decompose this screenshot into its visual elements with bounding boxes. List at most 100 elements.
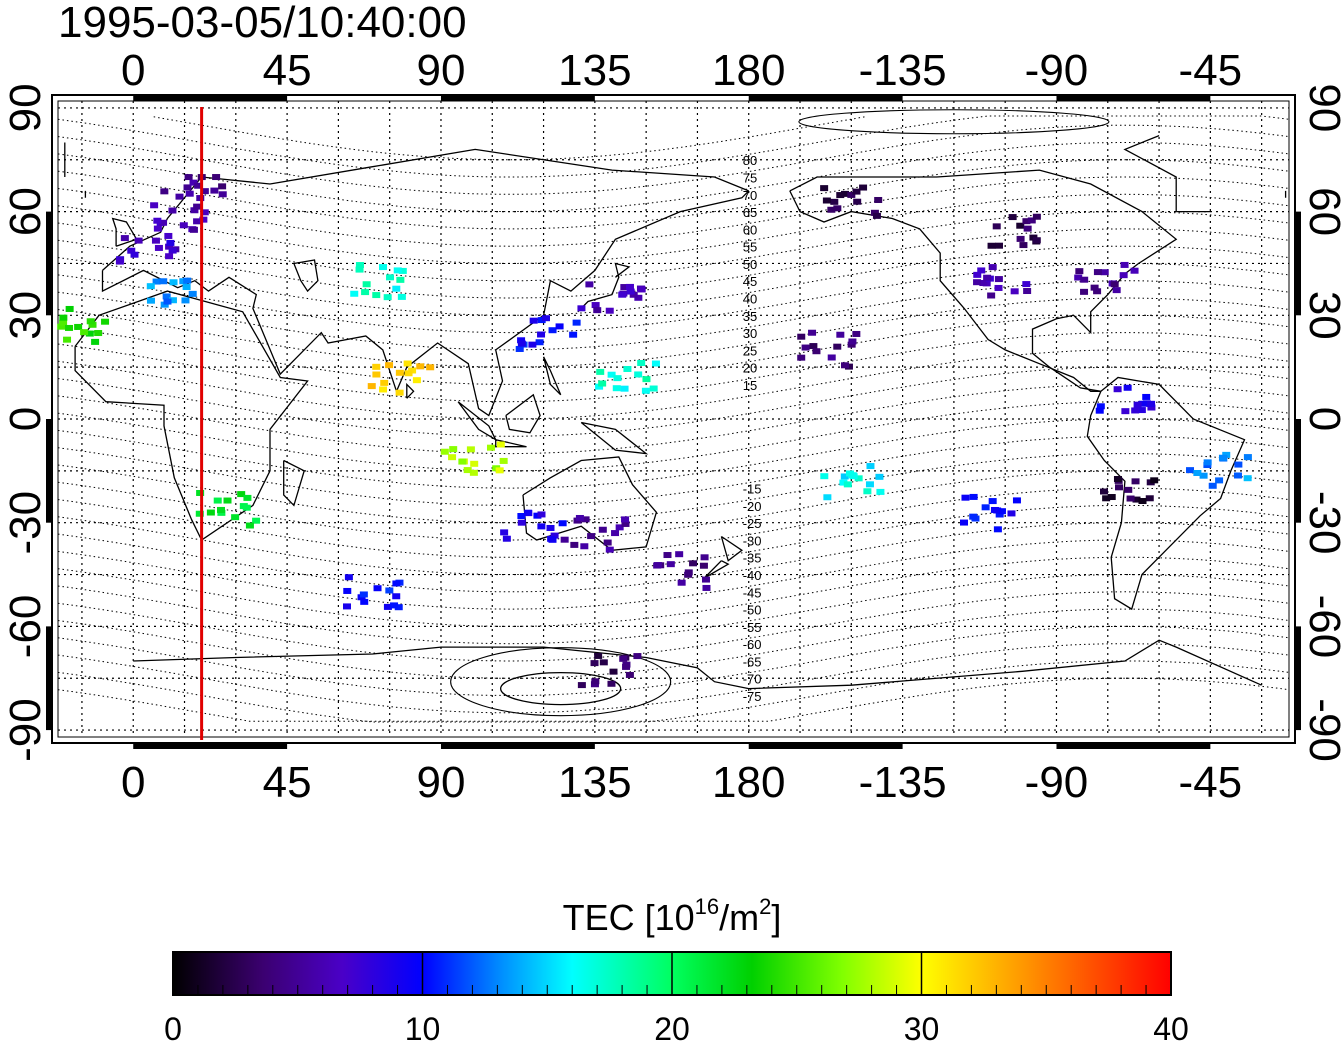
tec-sample — [1147, 404, 1156, 411]
tec-sample — [598, 526, 607, 533]
tec-sample — [1131, 478, 1140, 485]
tec-sample — [193, 203, 202, 210]
south-mag-pole-ring-outer — [450, 647, 672, 717]
tec-sample — [983, 274, 992, 281]
lon-tick-label-bottom: 0 — [121, 758, 145, 807]
tec-sample — [152, 278, 161, 285]
tec-sample — [500, 529, 509, 536]
magnetic-contour — [57, 470, 1290, 541]
tec-sample — [633, 653, 642, 660]
tec-sample — [1102, 495, 1111, 502]
magnetic-contour — [57, 625, 1290, 697]
coastline-path — [703, 560, 730, 579]
tec-sample — [833, 205, 842, 212]
tec-sample — [827, 206, 836, 213]
coastline-path — [102, 148, 749, 271]
tec-sample — [1137, 407, 1146, 414]
tec-sample — [392, 593, 401, 600]
magnetic-contour — [57, 453, 1290, 524]
lon-tick-label-bottom: 180 — [712, 758, 785, 807]
tec-sample — [342, 603, 351, 610]
tec-sample — [812, 348, 821, 355]
tec-sample — [969, 513, 978, 520]
coastline-path — [522, 456, 658, 551]
tec-sample — [689, 560, 698, 567]
tec-sample — [797, 354, 806, 361]
tec-sample — [1113, 386, 1122, 393]
tec-sample — [581, 516, 590, 523]
tec-sample — [863, 488, 872, 495]
tec-sample — [1138, 498, 1147, 505]
magnetic-contour — [57, 383, 1290, 455]
tec-sample — [449, 446, 458, 453]
tec-sample — [1133, 401, 1142, 408]
tec-sample — [605, 307, 614, 314]
tec-sample — [548, 327, 557, 334]
tec-sample — [1233, 472, 1242, 479]
tec-sample — [699, 562, 708, 569]
tec-sample — [577, 682, 586, 689]
tec-sample — [1147, 400, 1156, 407]
tec-sample — [990, 506, 999, 513]
tec-sample — [1093, 288, 1102, 295]
tec-sample — [1100, 269, 1109, 276]
tec-sample — [1016, 222, 1025, 229]
tec-sample — [675, 551, 684, 558]
tec-sample — [580, 543, 589, 550]
lon-tick-label-bottom: 135 — [558, 758, 631, 807]
lon-tick-label-bottom: 45 — [263, 758, 312, 807]
magnetic-contour — [57, 487, 1290, 558]
tec-sample — [403, 360, 412, 367]
tec-sample — [994, 284, 1003, 291]
tec-sample — [1080, 276, 1089, 283]
lat-axis-bar-right — [1295, 626, 1301, 731]
magnetic-contour — [57, 141, 1290, 213]
tec-sample — [625, 283, 634, 290]
tec-sample — [973, 279, 982, 286]
tec-sample — [212, 174, 221, 181]
tec-sample — [360, 598, 369, 605]
tec-sample — [396, 276, 405, 283]
coastlines — [64, 134, 1287, 690]
magnetic-contour — [57, 418, 1290, 489]
tec-sample — [160, 301, 169, 308]
tec-sample — [1121, 408, 1130, 415]
tec-sample — [1010, 288, 1019, 295]
tec-sample — [1075, 268, 1084, 275]
tec-sample — [393, 267, 402, 274]
magnetic-contour — [57, 401, 1290, 472]
lat-tick-label-right: 30 — [1300, 291, 1344, 340]
tec-sample — [615, 524, 624, 531]
magnetic-lat-label: -75 — [743, 689, 762, 704]
tec-sample — [808, 329, 817, 336]
magnetic-contour — [57, 314, 1290, 385]
tec-sample — [560, 536, 569, 543]
magnetic-lat-label: 45 — [743, 274, 757, 289]
magnetic-contour — [57, 349, 1290, 420]
coastline-path — [74, 290, 309, 541]
tec-sample — [994, 276, 1003, 283]
tec-sample — [555, 323, 564, 330]
tec-sample — [372, 371, 381, 378]
tec-sample — [993, 526, 1002, 533]
tec-sample — [637, 286, 646, 293]
tec-sample — [569, 331, 578, 338]
coastline-path — [1086, 376, 1246, 611]
coastline-path — [293, 259, 319, 293]
magnetic-lat-label: 50 — [743, 257, 757, 272]
tec-sample — [830, 198, 839, 205]
tec-sample — [995, 511, 1004, 518]
tec-sample — [163, 298, 172, 305]
tec-sample — [1120, 261, 1129, 268]
tec-sample — [621, 520, 630, 527]
magnetic-contour — [57, 176, 1290, 247]
coastline-path — [495, 439, 527, 448]
tec-sample — [684, 569, 693, 576]
tec-sample — [797, 333, 806, 340]
tec-sample — [1186, 467, 1195, 474]
tec-sample — [577, 305, 586, 312]
tec-sample — [593, 307, 602, 314]
south-mag-pole-ring — [500, 671, 622, 706]
tec-sample — [65, 305, 74, 312]
